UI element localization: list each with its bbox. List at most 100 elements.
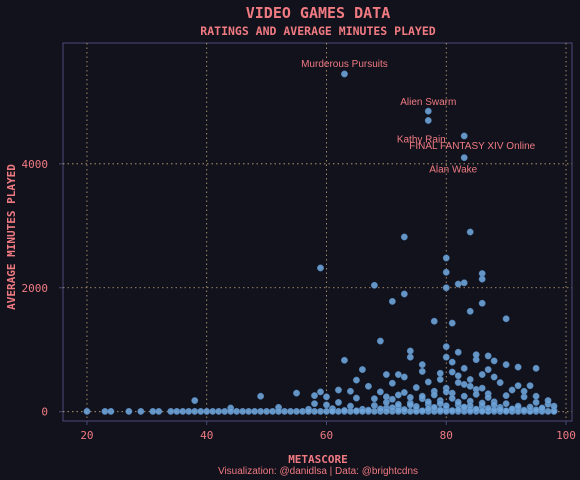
data-point bbox=[460, 392, 468, 400]
data-point bbox=[436, 406, 444, 414]
chart-caption: Visualization: @danidlsa | Data: @bright… bbox=[218, 466, 418, 477]
data-point bbox=[346, 387, 354, 395]
data-point bbox=[508, 405, 516, 413]
data-point bbox=[460, 403, 468, 411]
data-point bbox=[442, 284, 450, 292]
chart-subtitle: RATINGS AND AVERAGE MINUTES PLAYED bbox=[200, 24, 435, 38]
data-point bbox=[478, 299, 486, 307]
data-point bbox=[478, 399, 486, 407]
data-point bbox=[424, 117, 432, 124]
data-point bbox=[269, 407, 277, 415]
point-annotation: Kathy Rain bbox=[397, 135, 446, 146]
chart-title: VIDEO GAMES DATA bbox=[246, 4, 391, 22]
data-point bbox=[466, 376, 474, 383]
data-point bbox=[101, 407, 109, 415]
data-point bbox=[460, 154, 468, 162]
x-tick-label: 100 bbox=[556, 429, 576, 442]
data-point bbox=[424, 107, 432, 115]
point-annotation: Alien Swarm bbox=[400, 97, 456, 108]
data-point bbox=[406, 401, 414, 409]
data-point bbox=[203, 407, 211, 415]
data-point bbox=[442, 343, 450, 351]
data-point bbox=[454, 372, 462, 380]
data-point bbox=[215, 407, 223, 415]
data-point bbox=[388, 297, 396, 305]
data-point bbox=[514, 363, 522, 371]
data-point bbox=[472, 351, 480, 359]
data-point bbox=[370, 407, 378, 415]
data-point bbox=[239, 407, 247, 415]
data-point bbox=[382, 371, 390, 378]
data-point bbox=[442, 388, 450, 396]
data-point bbox=[364, 382, 372, 390]
data-point bbox=[281, 407, 289, 415]
data-point bbox=[335, 407, 342, 415]
data-point bbox=[454, 406, 462, 414]
data-point bbox=[245, 407, 253, 415]
data-point bbox=[538, 404, 546, 412]
data-point bbox=[484, 404, 492, 412]
data-point bbox=[394, 391, 402, 399]
data-point bbox=[532, 392, 540, 400]
data-point bbox=[394, 400, 402, 408]
data-point bbox=[520, 406, 528, 414]
data-point bbox=[502, 400, 510, 408]
data-point bbox=[311, 400, 318, 408]
data-point bbox=[478, 407, 486, 415]
data-point bbox=[514, 382, 522, 390]
data-point bbox=[532, 364, 540, 372]
data-point bbox=[335, 398, 342, 406]
data-point bbox=[155, 407, 163, 415]
data-point bbox=[484, 366, 492, 374]
x-tick-label: 40 bbox=[200, 429, 213, 442]
data-point bbox=[526, 403, 534, 411]
data-point bbox=[502, 361, 510, 369]
data-point bbox=[442, 254, 450, 262]
data-point bbox=[400, 233, 408, 241]
data-point bbox=[376, 405, 384, 413]
data-point bbox=[496, 406, 504, 413]
data-point bbox=[293, 407, 300, 415]
data-point bbox=[185, 407, 193, 415]
x-axis-title: METASCORE bbox=[288, 453, 348, 466]
data-point bbox=[430, 391, 438, 399]
data-point bbox=[442, 353, 450, 361]
data-point bbox=[460, 380, 468, 388]
data-point bbox=[406, 347, 414, 355]
data-point bbox=[323, 393, 330, 401]
data-point bbox=[442, 268, 450, 276]
data-point bbox=[370, 395, 378, 403]
data-point bbox=[466, 307, 474, 315]
data-point bbox=[173, 407, 181, 415]
data-point bbox=[448, 394, 456, 402]
data-point bbox=[125, 407, 133, 415]
data-point bbox=[466, 402, 474, 410]
data-point bbox=[388, 395, 396, 403]
data-point bbox=[406, 407, 414, 415]
data-point bbox=[436, 400, 444, 408]
data-point bbox=[478, 275, 486, 283]
plot-panel bbox=[62, 42, 573, 422]
data-point bbox=[550, 402, 558, 410]
annotations-layer: Murderous Pursuits Alien Swarm Kathy RainF… bbox=[301, 59, 536, 176]
data-point bbox=[191, 407, 199, 415]
point-annotation: FINAL FANTASY XIV Online bbox=[409, 141, 535, 152]
data-point bbox=[233, 407, 241, 415]
data-point bbox=[454, 280, 462, 288]
data-point bbox=[340, 356, 348, 364]
data-point bbox=[400, 406, 408, 413]
data-point bbox=[490, 401, 498, 409]
data-point bbox=[544, 397, 552, 405]
data-point bbox=[526, 382, 534, 390]
data-point bbox=[257, 407, 265, 415]
data-point bbox=[83, 407, 91, 415]
data-point bbox=[317, 388, 324, 396]
data-point bbox=[448, 407, 456, 415]
data-point bbox=[406, 353, 414, 361]
data-point bbox=[364, 406, 372, 414]
x-tick-label: 80 bbox=[440, 429, 453, 442]
data-point bbox=[209, 407, 217, 415]
data-point bbox=[311, 392, 318, 400]
data-point bbox=[520, 387, 528, 395]
